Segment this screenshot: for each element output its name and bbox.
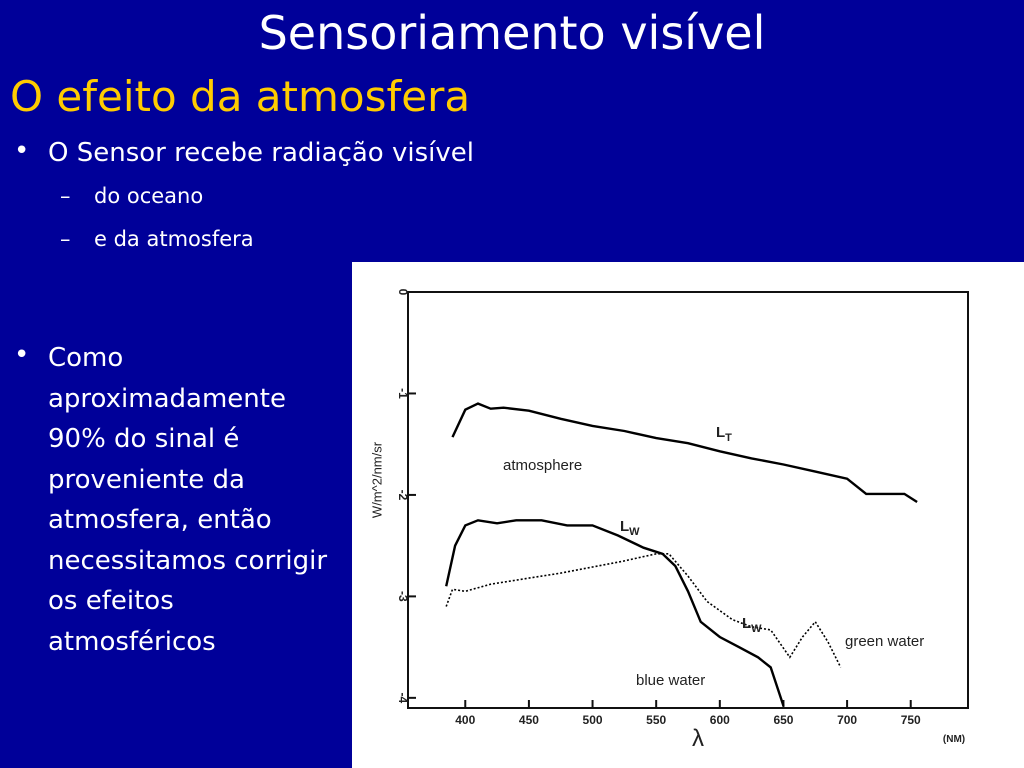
x-tick-label: 650 [773,713,793,727]
line-series [451,402,918,504]
y-tick-label: 0 [396,289,410,296]
bullet-dot: • [14,340,30,370]
x-tick-label: 550 [646,713,666,727]
series-name: atmosphere [503,457,582,474]
series-label: LW [620,518,640,538]
sub-bullet: do oceano [94,184,204,208]
slide-title: Sensoriamento visível [258,6,766,60]
y-tick-label: -2 [396,490,410,501]
x-axis-label: λ [692,725,704,752]
y-tick-label: -1 [396,388,410,399]
line-series [445,519,785,707]
bullet: O Sensor recebe radiação visível [48,138,474,168]
y-tick-label: -4 [396,693,410,704]
y-tick-label: -3 [396,591,410,602]
x-tick-label: 600 [710,713,730,727]
label-main: L [742,615,751,632]
label-sub: T [725,432,732,444]
bullet-dot: • [14,136,30,166]
x-tick-label: 500 [583,713,603,727]
x-tick-label: 700 [837,713,857,727]
series-label: LT [716,424,732,444]
x-tick-label: 400 [455,713,475,727]
label-main: L [716,424,725,441]
x-tick-label: 450 [519,713,539,727]
bullet: Como aproximadamente 90% do sinal é prov… [48,343,328,657]
line-series [445,553,842,668]
label-sub: W [629,526,640,538]
figure: 0 -1 -2 -3 -4 400 450 500 550 600 650 700 750 W/m^2/n… [352,262,1024,768]
dash: – [60,227,71,251]
y-axis-label: W/m^2/nm/sr [369,441,384,518]
x-axis-unit: (NM) [943,734,965,745]
series-label: LW [742,615,762,635]
label-main: L [620,518,629,535]
plot-frame [407,291,969,709]
slide-subtitle: O efeito da atmosfera [10,72,471,121]
x-tick-label: 750 [901,713,921,727]
series-name: green water [845,633,924,650]
series-name: blue water [636,672,705,689]
label-sub: W [751,623,762,635]
sub-bullet: e da atmosfera [94,227,254,251]
dash: – [60,184,71,208]
